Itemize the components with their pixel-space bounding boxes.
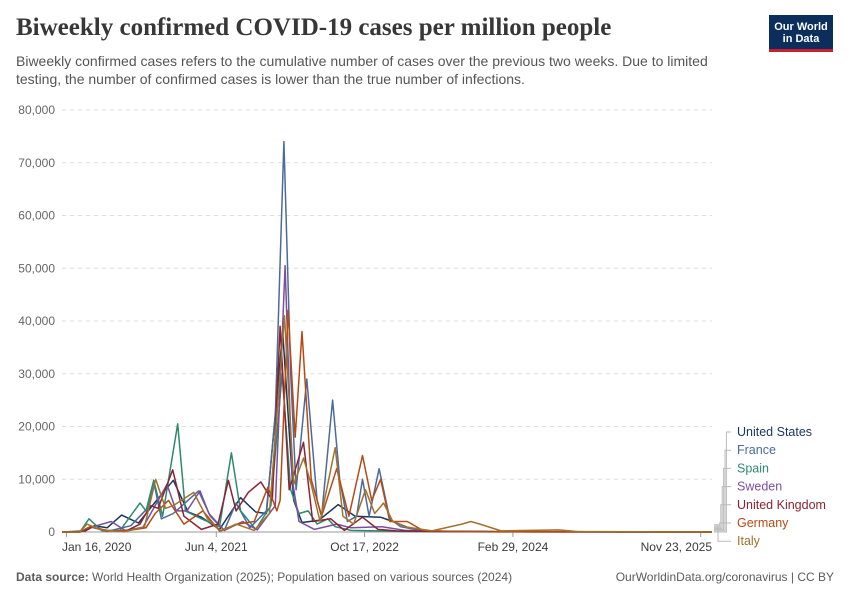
- y-tick-label: 80,000: [18, 103, 55, 117]
- legend-label: Spain: [737, 461, 769, 475]
- y-tick-label: 30,000: [18, 367, 55, 381]
- logo-line-2: in Data: [782, 33, 820, 45]
- y-tick-label: 10,000: [18, 472, 55, 486]
- series-line: [62, 373, 713, 533]
- logo-line-1: Our World: [774, 21, 828, 33]
- x-tick-label: Jan 16, 2020: [62, 540, 132, 554]
- y-tick-label: 20,000: [18, 420, 55, 434]
- data-source-label: Data source:: [16, 570, 89, 584]
- legend-connector: [714, 504, 731, 528]
- legend-label: Sweden: [737, 480, 782, 494]
- legend-connector: [714, 486, 731, 529]
- series-line: [62, 314, 713, 533]
- legend-label: United States: [737, 425, 812, 439]
- x-tick-label: Jun 4, 2021: [185, 540, 248, 554]
- series-line: [62, 325, 713, 533]
- y-tick-label: 0: [48, 525, 55, 539]
- legend-label: Italy: [737, 534, 761, 548]
- legend-connector: [714, 522, 731, 527]
- x-tick-label: Oct 17, 2022: [330, 540, 399, 554]
- legend-label: Germany: [737, 516, 789, 530]
- chart-subtitle: Biweekly confirmed cases refers to the c…: [16, 53, 708, 87]
- owid-logo[interactable]: Our World in Data: [769, 15, 833, 52]
- series-line: [62, 309, 713, 533]
- legend-connector: [714, 524, 731, 542]
- legend-connector: [714, 467, 731, 531]
- y-tick-label: 60,000: [18, 209, 55, 223]
- chart-title: Biweekly confirmed COVID-19 cases per mi…: [16, 14, 612, 41]
- legend-connector: [714, 431, 731, 533]
- x-tick-label: Feb 29, 2024: [478, 540, 549, 554]
- y-tick-label: 50,000: [18, 261, 55, 275]
- data-source: Data source: World Health Organization (…: [16, 570, 512, 584]
- x-tick-label: Nov 23, 2025: [641, 540, 713, 554]
- legend-connector: [714, 449, 731, 532]
- legend-label: France: [737, 443, 776, 457]
- y-tick-label: 70,000: [18, 156, 55, 170]
- y-tick-label: 40,000: [18, 314, 55, 328]
- data-source-text: World Health Organization (2025); Popula…: [92, 570, 513, 584]
- footer-link[interactable]: OurWorldinData.org/coronavirus | CC BY: [615, 570, 834, 584]
- legend-label: United Kingdom: [737, 498, 826, 512]
- series-line: [62, 140, 713, 533]
